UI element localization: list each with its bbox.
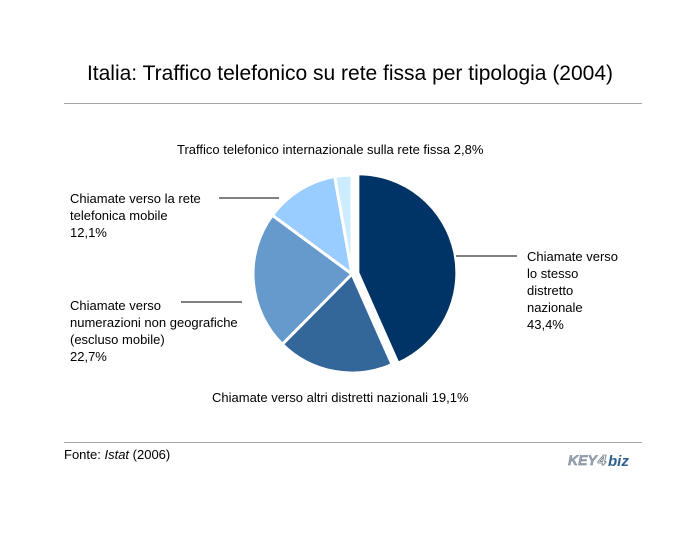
- pie-slice-altri-distretti: [280, 271, 395, 375]
- svg-text:4: 4: [597, 452, 607, 469]
- svg-text:KEY: KEY: [568, 452, 598, 468]
- source-prefix: Fonte:: [64, 447, 105, 462]
- svg-text:biz: biz: [608, 453, 629, 470]
- slice-label-stesso-distretto: Chiamate verso lo stesso distretto nazio…: [527, 249, 619, 332]
- slice-label-internazionale: Traffico telefonico internazionale sulla…: [177, 142, 484, 157]
- footer-divider: [64, 442, 642, 443]
- source-name: Istat: [104, 447, 130, 462]
- source-year: (2006): [129, 447, 171, 462]
- slice-label-mobile: Chiamate verso la rete telefonica mobile…: [70, 191, 201, 240]
- key4biz-logo: KEY 4 biz: [568, 452, 629, 470]
- chart-title: Italia: Traffico telefonico su rete fiss…: [86, 62, 614, 85]
- slice-label-non-geografiche: Chiamate verso numerazioni non geografic…: [70, 298, 238, 364]
- slice-label-altri-distretti: Chiamate verso altri distretti nazionali…: [212, 390, 469, 405]
- pie-slice-non-geografiche: [251, 213, 355, 347]
- source-note: Fonte: Istat (2006): [64, 447, 170, 462]
- pie-slice-internazionale: [332, 173, 354, 275]
- pie-slice-stesso-distretto: [356, 172, 459, 366]
- pie-slice-mobile: [270, 174, 355, 278]
- title-divider: [64, 103, 642, 104]
